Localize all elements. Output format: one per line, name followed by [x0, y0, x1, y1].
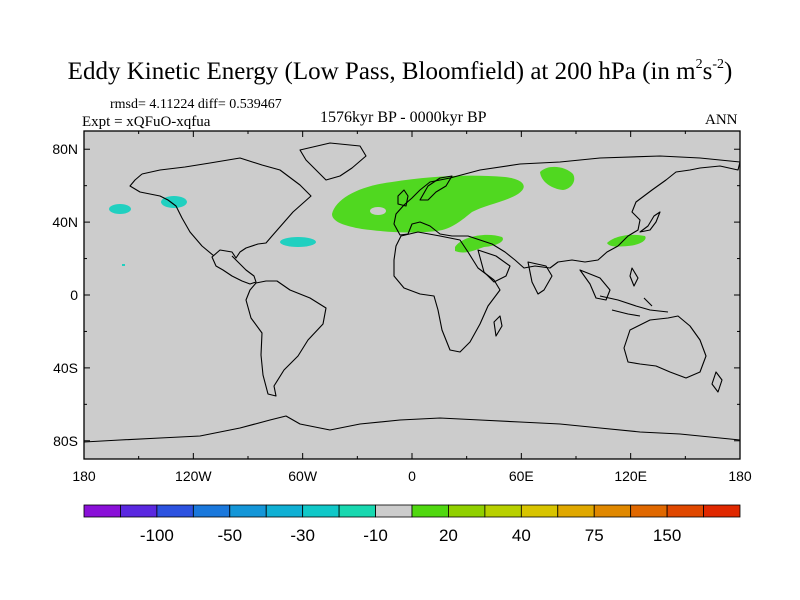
colorbar-swatch — [520, 504, 559, 518]
experiment-label: Expt = xQFuO-xqfua — [82, 114, 211, 130]
coastlines — [84, 142, 740, 443]
coast-north-america — [129, 157, 312, 285]
coast-eurasia — [393, 155, 740, 269]
colorbar-swatch — [375, 504, 413, 518]
map-panel — [84, 131, 740, 459]
axis-labels: 180 120W 60W 0 60E 120E 180 80N 40N 0 40S 80S — [52, 141, 752, 484]
colorbar-label: 20 — [439, 526, 458, 545]
coast-japan — [639, 211, 661, 233]
colorbar-swatch — [593, 504, 632, 518]
colorbar-swatch — [448, 504, 486, 518]
anomaly-west-atlantic — [280, 237, 316, 247]
coast-arabia — [477, 249, 511, 283]
colorbar-swatch — [156, 504, 194, 518]
coast-new-zealand — [711, 371, 723, 393]
colorbar-swatch — [302, 504, 340, 518]
colorbar — [83, 504, 741, 518]
colorbar-swatch — [703, 504, 741, 518]
colorbar-label: 75 — [585, 526, 604, 545]
coast-uk — [397, 189, 409, 207]
lat-label: 80N — [52, 141, 78, 157]
anomaly-gulf-of-alaska — [161, 196, 187, 208]
coast-scandinavia — [419, 175, 453, 201]
lon-label: 180 — [72, 468, 96, 484]
colorbar-label: -30 — [290, 526, 315, 545]
period-label: 1576kyr BP - 0000kyr BP — [320, 109, 487, 126]
coast-philippines — [629, 267, 639, 287]
map-title: Eddy Kinetic Energy (Low Pass, Bloomfiel… — [67, 57, 733, 86]
anomaly-europe-hole — [370, 207, 386, 215]
anomaly-middle-east — [455, 234, 503, 253]
colorbar-label: -100 — [140, 526, 174, 545]
lon-label: 0 — [408, 468, 416, 484]
map-ticks — [83, 131, 741, 459]
colorbar-swatch — [229, 504, 267, 518]
coast-southeast-asia — [579, 269, 611, 301]
anomaly-europe — [332, 175, 524, 233]
lat-label: 80S — [53, 433, 78, 449]
anomaly-patches — [109, 166, 646, 266]
coast-madagascar — [493, 315, 503, 337]
colorbar-swatch — [192, 504, 231, 518]
colorbar-swatch — [338, 504, 376, 518]
lon-label: 120E — [614, 468, 647, 484]
coast-india — [527, 261, 553, 295]
colorbar-swatch — [411, 504, 449, 518]
coast-australia — [623, 315, 707, 379]
stats-text: rmsd= 4.11224 diff= 0.539467 — [110, 97, 282, 112]
coast-africa — [393, 231, 501, 353]
lon-label: 120W — [175, 468, 212, 484]
colorbar-label: -10 — [363, 526, 388, 545]
colorbar-label: 40 — [512, 526, 531, 545]
coast-indonesia — [599, 295, 669, 317]
coast-south-america — [245, 280, 327, 397]
lon-label: 60W — [288, 468, 318, 484]
anomaly-small-pacific — [122, 264, 125, 266]
colorbar-swatch — [557, 504, 595, 518]
anomaly-kamchatka — [540, 166, 575, 190]
colorbar-swatch — [484, 504, 522, 518]
lat-label: 40N — [52, 214, 78, 230]
colorbar-labels: -100 -50 -30 -10 20 40 75 150 — [140, 526, 681, 545]
colorbar-swatch — [630, 504, 668, 518]
colorbar-label: 150 — [653, 526, 681, 545]
anomaly-north-china — [607, 234, 646, 247]
colorbar-swatch — [666, 504, 704, 518]
coast-greenland — [299, 142, 367, 181]
coast-antarctica — [84, 415, 740, 443]
lon-label: 60E — [509, 468, 534, 484]
colorbar-swatch — [265, 504, 304, 518]
season-label: ANN — [705, 112, 738, 128]
colorbar-swatch — [120, 504, 158, 518]
lat-label: 40S — [53, 360, 78, 376]
colorbar-swatch — [83, 504, 121, 518]
lon-label: 180 — [728, 468, 752, 484]
anomaly-north-pacific — [109, 204, 131, 214]
lat-label: 0 — [70, 287, 78, 303]
colorbar-label: -50 — [217, 526, 242, 545]
